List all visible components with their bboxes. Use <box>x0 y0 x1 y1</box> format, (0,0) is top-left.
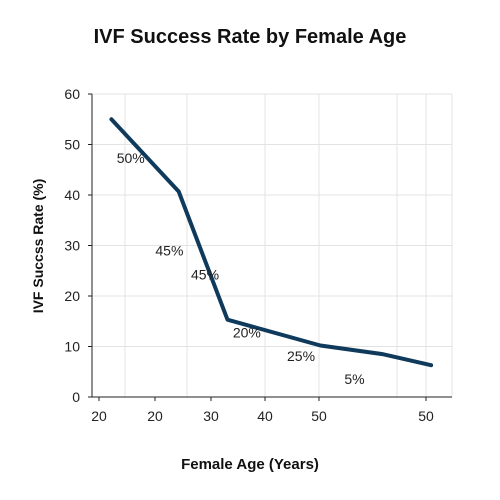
data-label: 5% <box>344 371 364 387</box>
y-tick-label: 50 <box>64 137 80 153</box>
data-label: 45% <box>155 243 183 259</box>
axes <box>88 93 453 401</box>
y-axis-label: IVF Succss Rate (%) <box>30 178 46 314</box>
y-tick-label: 40 <box>64 187 80 203</box>
x-tick-label: 30 <box>203 408 219 424</box>
y-tick-label: 30 <box>64 238 80 254</box>
data-label: 20% <box>233 324 261 340</box>
y-tick-label: 10 <box>64 339 80 355</box>
data-label: 45% <box>191 266 219 282</box>
x-tick-label: 50 <box>311 408 327 424</box>
x-axis-label: Female Age (Years) <box>181 456 319 473</box>
annotations: 50% 45% 45% 20% 25% 5% <box>117 150 365 387</box>
x-tick-label: 20 <box>147 408 163 424</box>
x-tick-label: 20 <box>91 408 107 424</box>
grid <box>92 93 452 398</box>
y-tick-label: 20 <box>64 288 80 304</box>
chart-title: IVF Success Rate by Female Age <box>93 26 407 48</box>
x-tick-label: 40 <box>257 408 273 424</box>
series-layer <box>109 117 434 368</box>
tick-labels: 0 10 20 30 40 50 60 20 20 30 40 50 50 <box>64 86 434 424</box>
data-label: 25% <box>287 348 315 364</box>
y-tick-label: 60 <box>64 86 80 102</box>
data-label: 50% <box>117 150 145 166</box>
y-tick-label: 0 <box>72 389 80 405</box>
series-line <box>109 117 434 368</box>
x-tick-label: 50 <box>418 408 434 424</box>
